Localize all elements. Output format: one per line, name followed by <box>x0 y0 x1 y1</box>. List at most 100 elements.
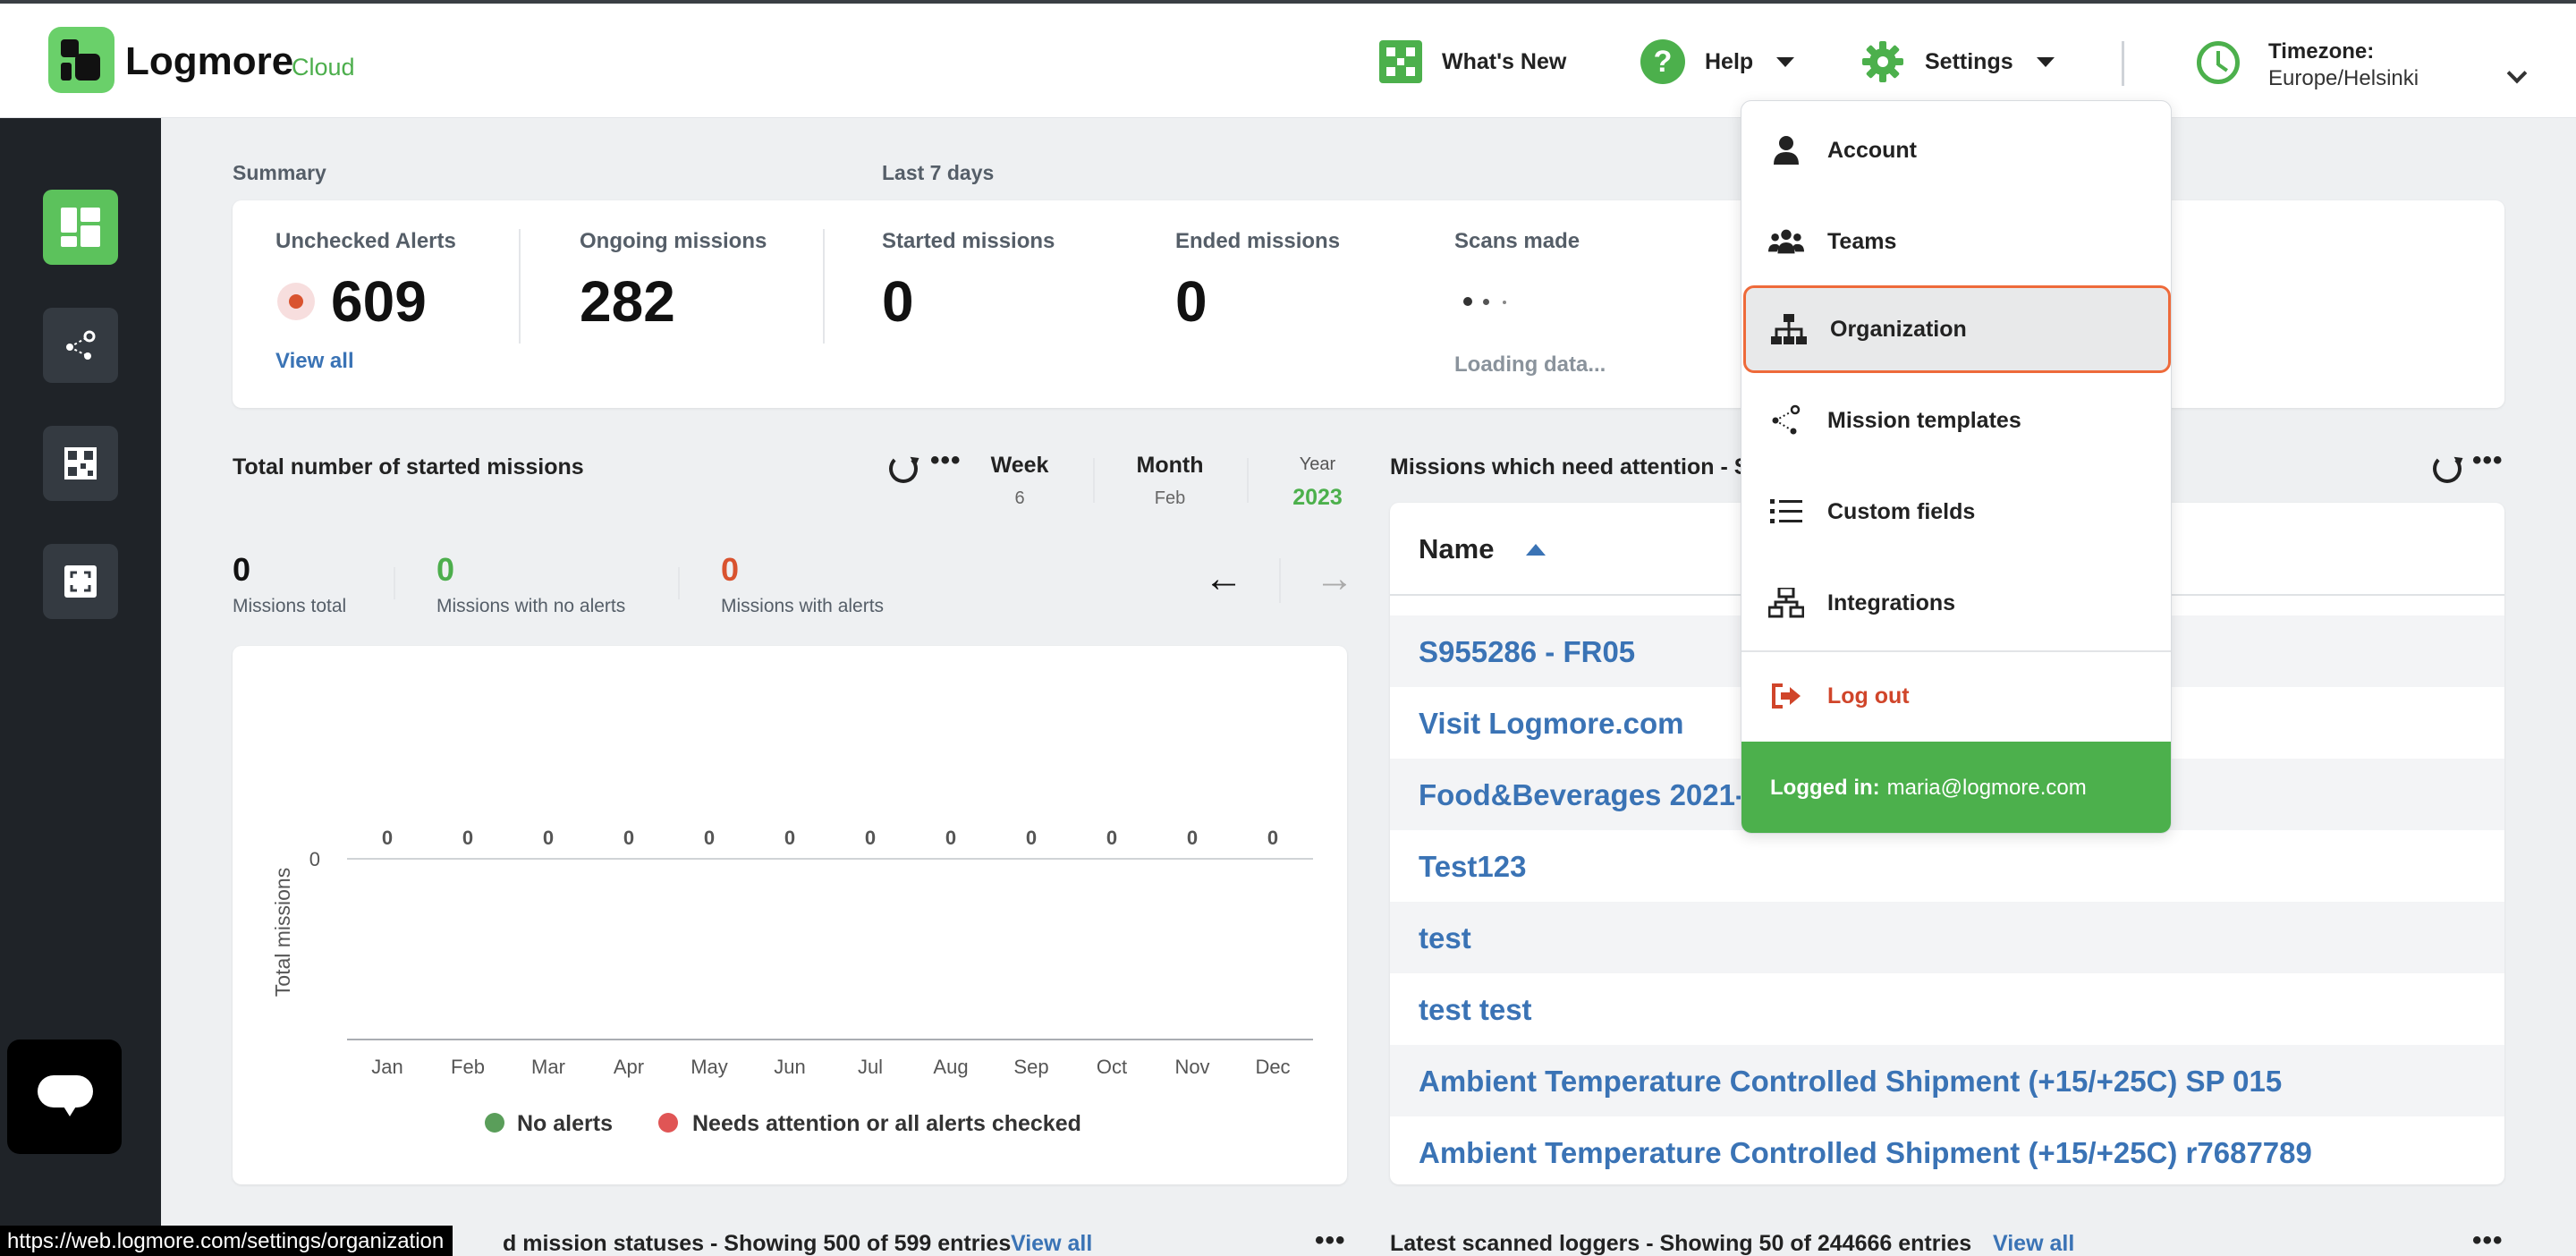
share-nodes-icon <box>1768 403 1804 438</box>
table-row[interactable]: Ambient Temperature Controlled Shipment … <box>1390 1045 2504 1116</box>
refresh-icon[interactable] <box>2433 454 2462 483</box>
tab-year[interactable]: Year <box>1299 454 1336 474</box>
tab-divider <box>1093 458 1095 503</box>
missions-no-alerts-value: 0 <box>436 551 455 588</box>
menu-item-organization[interactable]: Organization <box>1743 285 2171 373</box>
loading-dot <box>1483 299 1489 305</box>
mission-link[interactable]: Visit Logmore.com <box>1419 707 1684 740</box>
menu-item-label: Organization <box>1830 316 1967 342</box>
menu-item-label: Mission templates <box>1827 407 2021 433</box>
legend-no-alerts-label[interactable]: No alerts <box>517 1111 613 1136</box>
tab-week[interactable]: Week <box>990 453 1049 478</box>
whats-new-button[interactable]: What's New <box>1379 38 1566 86</box>
started-missions-label: Started missions <box>882 229 1055 253</box>
missions-with-alerts-label: Missions with alerts <box>721 596 885 616</box>
more-options-icon[interactable]: ••• <box>2472 446 2504 475</box>
menu-item-integrations[interactable]: Integrations <box>1741 559 2171 647</box>
mission-link[interactable]: test <box>1419 921 1471 955</box>
summary-divider <box>823 229 825 344</box>
previous-arrow-icon[interactable]: ← <box>1204 556 1243 600</box>
refresh-icon[interactable] <box>889 454 918 483</box>
menu-item-label: Teams <box>1827 228 1897 254</box>
header-divider <box>2122 41 2124 86</box>
user-icon <box>1768 132 1804 168</box>
mission-link[interactable]: Ambient Temperature Controlled Shipment … <box>1419 1136 2312 1169</box>
ended-missions-value: 0 <box>1175 269 1208 334</box>
mission-link[interactable]: test test <box>1419 993 1532 1026</box>
top-header: Logmore Cloud What's New ? Help Settings <box>0 4 2576 118</box>
summary-title: Summary <box>233 161 326 184</box>
mission-link[interactable]: Food&Beverages 2021- <box>1419 778 1745 811</box>
mission-statuses-view-all-link[interactable]: View all <box>1011 1231 1093 1256</box>
scans-loading-text: Loading data... <box>1454 352 1606 377</box>
qr-code-icon <box>64 447 97 479</box>
missions-total-value: 0 <box>233 551 251 588</box>
mission-link[interactable]: Test123 <box>1419 850 1527 883</box>
tab-week-value: 6 <box>1014 488 1025 508</box>
sidebar-item-dashboard[interactable] <box>43 190 118 265</box>
data-label: 0 <box>945 827 956 849</box>
x-tick-label: Mar <box>531 1056 565 1078</box>
sidebar-item-missions[interactable] <box>43 308 118 383</box>
attention-panel-title: Missions which need attention - S <box>1390 454 1750 479</box>
menu-item-teams[interactable]: Teams <box>1741 198 2171 285</box>
view-all-alerts-link[interactable]: View all <box>275 349 354 373</box>
mission-link[interactable]: S955286 - FR05 <box>1419 635 1636 668</box>
menu-item-log-out[interactable]: Log out <box>1741 652 2171 740</box>
timezone-chevron-icon[interactable] <box>2506 63 2528 84</box>
next-arrow-icon[interactable]: → <box>1315 556 1354 600</box>
name-column-header[interactable]: Name <box>1419 533 1495 564</box>
settings-menu-button[interactable]: Settings <box>1860 38 2055 86</box>
x-tick-label: Jul <box>858 1056 883 1078</box>
x-tick-label: Sep <box>1013 1056 1048 1078</box>
started-missions-value: 0 <box>882 269 914 334</box>
more-options-icon[interactable]: ••• <box>930 446 962 475</box>
summary-period: Last 7 days <box>882 161 995 184</box>
legend-needs-attention-label[interactable]: Needs attention or all alerts checked <box>692 1111 1081 1136</box>
latest-scanned-view-all-link[interactable]: View all <box>1993 1231 2075 1256</box>
window-top-border <box>0 0 2576 4</box>
whats-new-label: What's New <box>1442 48 1567 74</box>
help-icon: ? <box>1640 39 1685 84</box>
more-options-icon[interactable]: ••• <box>1315 1226 1346 1255</box>
x-tick-label: Nov <box>1174 1056 1209 1078</box>
menu-item-mission-templates[interactable]: Mission templates <box>1741 377 2171 464</box>
scans-made-label: Scans made <box>1454 229 1580 253</box>
data-label: 0 <box>1267 827 1278 849</box>
sidebar-item-loggers[interactable] <box>43 426 118 501</box>
tab-month-value: Feb <box>1154 488 1186 508</box>
logo-text[interactable]: Logmore <box>125 39 294 83</box>
logged-in-footer: Logged in: maria@logmore.com <box>1741 742 2171 833</box>
table-row[interactable]: test <box>1390 902 2504 973</box>
tab-month[interactable]: Month <box>1136 453 1204 478</box>
table-row[interactable]: Ambient Temperature Controlled Shipment … <box>1390 1116 2504 1184</box>
logged-in-label: Logged in: <box>1770 776 1880 800</box>
data-label: 0 <box>462 827 473 849</box>
settings-label: Settings <box>1925 48 2013 74</box>
summary-divider <box>519 229 521 344</box>
mission-statuses-title: d mission statuses - Showing 500 of 599 … <box>503 1231 1012 1256</box>
x-tick-label: May <box>691 1056 728 1078</box>
timezone-value[interactable]: Europe/Helsinki <box>2268 66 2419 90</box>
table-row[interactable]: test test <box>1390 973 2504 1045</box>
sort-ascending-icon[interactable] <box>1526 544 1546 556</box>
loading-dot <box>1503 301 1506 304</box>
menu-item-account[interactable]: Account <box>1741 106 2171 194</box>
table-row[interactable]: Test123 <box>1390 830 2504 902</box>
data-label: 0 <box>1026 827 1037 849</box>
legend-no-alerts-swatch <box>485 1113 504 1133</box>
data-label: 0 <box>865 827 876 849</box>
x-tick-label: Jun <box>774 1056 805 1078</box>
x-tick-label: Dec <box>1255 1056 1290 1078</box>
help-menu-button[interactable]: ? Help <box>1640 38 1795 86</box>
chat-support-button[interactable] <box>7 1040 122 1154</box>
sidebar-item-scan[interactable] <box>43 544 118 619</box>
table-row[interactable]: Visit Logmore.com <box>1390 687 2504 759</box>
mission-link[interactable]: Ambient Temperature Controlled Shipment … <box>1419 1065 2283 1098</box>
more-options-icon[interactable]: ••• <box>2472 1226 2504 1255</box>
arrow-divider <box>1279 558 1281 603</box>
menu-item-custom-fields[interactable]: Custom fields <box>1741 468 2171 556</box>
y-tick-label: 0 <box>309 848 320 870</box>
logmore-logo-icon[interactable] <box>48 27 114 93</box>
ongoing-missions-label: Ongoing missions <box>580 229 767 253</box>
